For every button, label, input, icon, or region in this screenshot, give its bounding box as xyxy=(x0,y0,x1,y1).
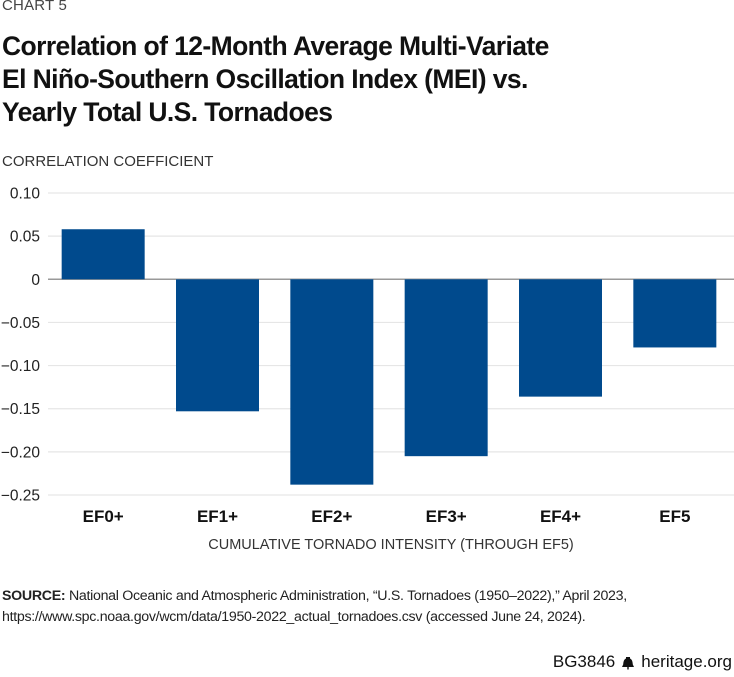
x-tick-label: EF1+ xyxy=(197,507,238,526)
bar-ef5 xyxy=(633,279,717,348)
y-tick-label: −0.20 xyxy=(1,444,41,461)
chart-title-line: Yearly Total U.S. Tornadoes xyxy=(2,97,333,127)
liberty-bell-icon xyxy=(621,655,635,670)
bar-ef3-plus xyxy=(404,279,488,457)
bar-ef2-plus xyxy=(290,279,374,485)
y-tick-labels: 0.10 0.05 0 −0.05 −0.10 −0.15 −0.20 −0.25 xyxy=(1,186,41,505)
bar-chart: 0.100.050−0.05−0.10−0.15−0.20−0.25 EF0+ E… xyxy=(1,186,734,526)
source-url: https://www.spc.noaa.gov/wcm/data/1950-2… xyxy=(2,609,586,625)
footer: BG3846 heritage.org xyxy=(553,652,732,672)
report-id: BG3846 xyxy=(552,652,616,671)
chart-title-line: El Niño-Southern Oscillation Index (MEI)… xyxy=(2,64,528,94)
bar-ef4-plus xyxy=(519,279,602,397)
source-label: SOURCE: xyxy=(2,588,66,604)
y-tick-label: −0.05 xyxy=(1,315,40,332)
y-axis-label: CORRELATION COEFFICIENT xyxy=(2,153,214,170)
y-tick-label: 0.10 xyxy=(10,186,41,203)
chart-number: CHART 5 xyxy=(2,0,68,14)
chart-title: Correlation of 12-Month Average Multi-Va… xyxy=(2,30,702,129)
source-text: National Oceanic and Atmospheric Adminis… xyxy=(65,588,627,604)
x-tick-label: EF2+ xyxy=(311,507,352,526)
site-name: heritage.org xyxy=(641,652,732,671)
gridlines xyxy=(48,192,734,496)
bar-ef1-plus xyxy=(176,279,259,412)
y-tick-label: −0.25 xyxy=(1,488,40,505)
x-tick-label: EF5 xyxy=(659,507,690,526)
bars xyxy=(61,229,717,485)
x-axis-label: CUMULATIVE TORNADO INTENSITY (THROUGH EF… xyxy=(208,537,574,553)
y-tick-label: 0 xyxy=(31,272,40,289)
source-note: SOURCE: National Oceanic and Atmospheric… xyxy=(2,586,732,628)
y-tick-label: 0.05 xyxy=(10,229,40,246)
y-tick-label: −0.10 xyxy=(1,358,41,375)
x-tick-label: EF0+ xyxy=(83,507,124,526)
bar-ef0-plus xyxy=(61,229,145,280)
chart-title-line: Correlation of 12-Month Average Multi-Va… xyxy=(2,31,549,61)
x-tick-label: EF4+ xyxy=(540,507,581,526)
x-tick-labels: EF0+ EF1+ EF2+ EF3+ EF4+ EF5 xyxy=(83,507,691,526)
y-tick-label: −0.15 xyxy=(1,401,40,418)
x-tick-label: EF3+ xyxy=(426,507,467,526)
